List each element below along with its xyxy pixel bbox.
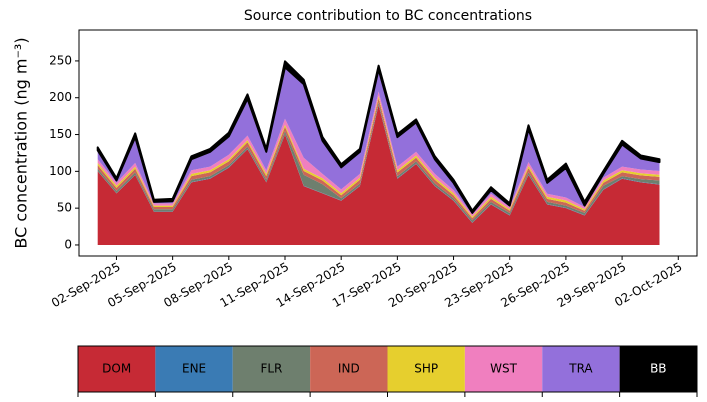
area	[97, 98, 660, 221]
legend-label: WST	[490, 362, 517, 376]
chart-title: Source contribution to BC concentrations	[244, 8, 532, 24]
y-tick-label: 150	[49, 127, 72, 141]
legend: DOM ENE FLR IND SHP WST TRA BB	[77, 345, 698, 397]
legend-label: SHP	[414, 362, 438, 376]
area	[97, 67, 660, 215]
y-tick-label: 0	[64, 237, 72, 251]
legend-swatch	[619, 346, 697, 392]
legend-label: IND	[338, 362, 360, 376]
legend-swatch	[78, 346, 156, 392]
y-tick-label: 50	[57, 201, 72, 215]
legend-swatch	[155, 346, 233, 392]
y-axis-label: BC concentration (ng m⁻³)	[12, 37, 31, 248]
area	[97, 105, 660, 245]
y-tick-label: 250	[49, 53, 72, 67]
legend-swatch	[232, 346, 311, 392]
legend-swatch	[542, 346, 620, 392]
legend-label: TRA	[568, 362, 593, 376]
legend-label: FLR	[260, 362, 282, 376]
legend-swatch	[310, 346, 388, 392]
y-tick-label: 200	[49, 90, 72, 104]
legend-label: DOM	[102, 362, 131, 376]
legend-label: BB	[650, 362, 666, 376]
plot-frame	[78, 29, 698, 257]
area	[97, 102, 660, 223]
legend-swatch	[464, 346, 543, 392]
legend-label: ENE	[182, 362, 206, 376]
y-tick-label: 100	[49, 164, 72, 178]
area	[97, 91, 660, 217]
legend-swatch	[387, 346, 465, 392]
area	[97, 95, 660, 219]
area	[96, 60, 661, 214]
